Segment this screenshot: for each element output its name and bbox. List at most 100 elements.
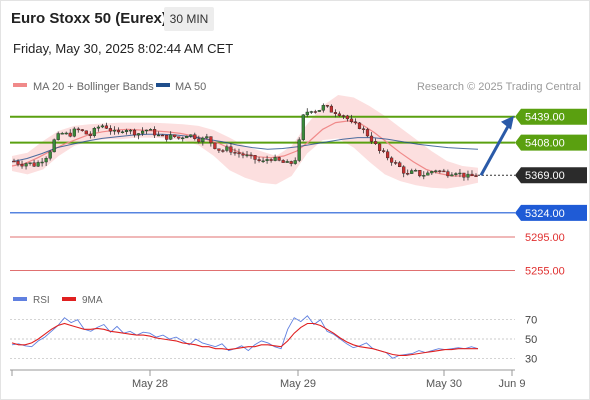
candle-body-3	[24, 163, 28, 167]
candle-body-95	[394, 162, 398, 164]
candle-body-49	[209, 136, 213, 144]
candle-body-88	[365, 129, 370, 137]
rsi-series-9ma	[11, 322, 478, 356]
candle-body-63	[265, 159, 269, 161]
candle-body-40	[173, 134, 177, 137]
candle-body-86	[357, 122, 362, 129]
candle-body-0	[12, 160, 16, 163]
candle-body-69	[289, 161, 293, 164]
candle-body-57	[241, 153, 245, 156]
candle-body-7	[40, 161, 44, 164]
ma50-legend-label: MA 50	[175, 81, 206, 93]
price-levels	[10, 115, 515, 271]
candle-body-39	[169, 134, 173, 140]
candle-body-21	[96, 126, 100, 129]
candle-body-36	[156, 134, 161, 137]
candle-body-98	[406, 173, 410, 175]
candle-body-90	[374, 141, 378, 144]
level-tag-0	[515, 108, 587, 125]
candle-body-13	[64, 132, 68, 135]
level-tag-2	[515, 167, 587, 184]
candle-body-1	[16, 160, 20, 165]
candle-body-82	[341, 115, 345, 117]
candle-body-99	[410, 170, 414, 174]
candle-body-68	[285, 161, 289, 163]
candle-body-8	[44, 157, 48, 163]
candle-body-53	[225, 146, 229, 151]
candle-body-75	[313, 111, 317, 113]
candle-body-81	[337, 113, 341, 116]
level-tag-1	[515, 134, 587, 151]
candle-body-42	[181, 137, 185, 140]
candle-body-20	[92, 127, 96, 136]
candle-body-5	[32, 162, 36, 167]
candle-body-17	[80, 129, 84, 131]
ma9-legend-swatch	[62, 297, 76, 301]
candle-body-83	[345, 115, 349, 120]
candle-body-32	[140, 130, 145, 134]
candle-body-89	[369, 135, 374, 142]
candle-body-76	[317, 110, 321, 112]
candle-body-50	[213, 142, 217, 149]
candle-body-115	[474, 175, 478, 178]
candle-body-91	[378, 143, 382, 151]
candle-body-100	[414, 169, 418, 172]
candle-body-19	[88, 133, 92, 136]
ma20-legend-label: MA 20 + Bollinger Bands	[33, 81, 154, 93]
candle-body-51	[217, 148, 221, 151]
candle-body-45	[193, 134, 197, 139]
x-tick-label-2: May 30	[426, 378, 462, 390]
candle-body-15	[72, 128, 76, 137]
time-axis: May 28 May 29 May 30 Jun 9	[10, 369, 525, 390]
rsi-panel: 70 50 30	[10, 315, 537, 365]
candle-body-25	[112, 129, 116, 132]
timeframe-badge[interactable]: 30 MIN	[164, 7, 214, 31]
candle-body-103	[426, 172, 430, 176]
instrument-title: Euro Stoxx 50 (Eurex)	[11, 10, 167, 27]
candle-body-84	[349, 118, 354, 123]
candle-body-59	[249, 154, 253, 157]
candle-body-58	[245, 154, 249, 157]
candle-body-22	[100, 125, 104, 128]
candle-body-104	[430, 171, 434, 174]
candle-body-67	[281, 160, 285, 163]
candle-body-37	[160, 134, 165, 137]
candle-body-10	[52, 139, 56, 153]
candle-body-54	[229, 146, 233, 153]
ma20-legend-swatch	[13, 83, 27, 87]
candle-body-96	[398, 162, 402, 167]
candle-body-105	[434, 170, 438, 173]
candle-body-33	[144, 129, 149, 132]
candle-body-24	[108, 128, 112, 132]
candle-body-73	[305, 111, 309, 116]
arrow-head	[501, 115, 514, 130]
candle-body-56	[237, 152, 241, 155]
candle-body-107	[442, 170, 446, 173]
candle-body-12	[60, 132, 64, 135]
level-label-1: 5408.00	[525, 138, 565, 150]
candle-body-65	[273, 157, 277, 161]
copyright-text: Research © 2025 Trading Central	[417, 81, 581, 93]
candle-body-52	[221, 150, 225, 152]
candle-body-64	[269, 159, 273, 161]
candle-body-46	[197, 138, 201, 142]
candle-body-47	[201, 137, 205, 142]
ma50-line	[11, 133, 479, 163]
candle-body-77	[321, 105, 325, 111]
candle-body-85	[353, 121, 358, 124]
candle-body-6	[36, 162, 40, 167]
candle-body-87	[361, 128, 366, 130]
rsi-tick-70: 70	[525, 315, 537, 327]
rsi-series-rsi	[11, 315, 479, 359]
candle-body-97	[402, 166, 406, 174]
candle-body-102	[422, 175, 426, 177]
bollinger-band	[12, 95, 478, 189]
candle-body-28	[124, 130, 129, 133]
level-label-3: 5324.00	[525, 208, 565, 220]
level-label-4: 5295.00	[525, 232, 565, 244]
candle-body-35	[152, 129, 157, 136]
candle-body-70	[293, 160, 297, 164]
level-tag-3	[515, 204, 587, 221]
candle-body-92	[382, 150, 386, 152]
candle-body-14	[68, 132, 72, 137]
